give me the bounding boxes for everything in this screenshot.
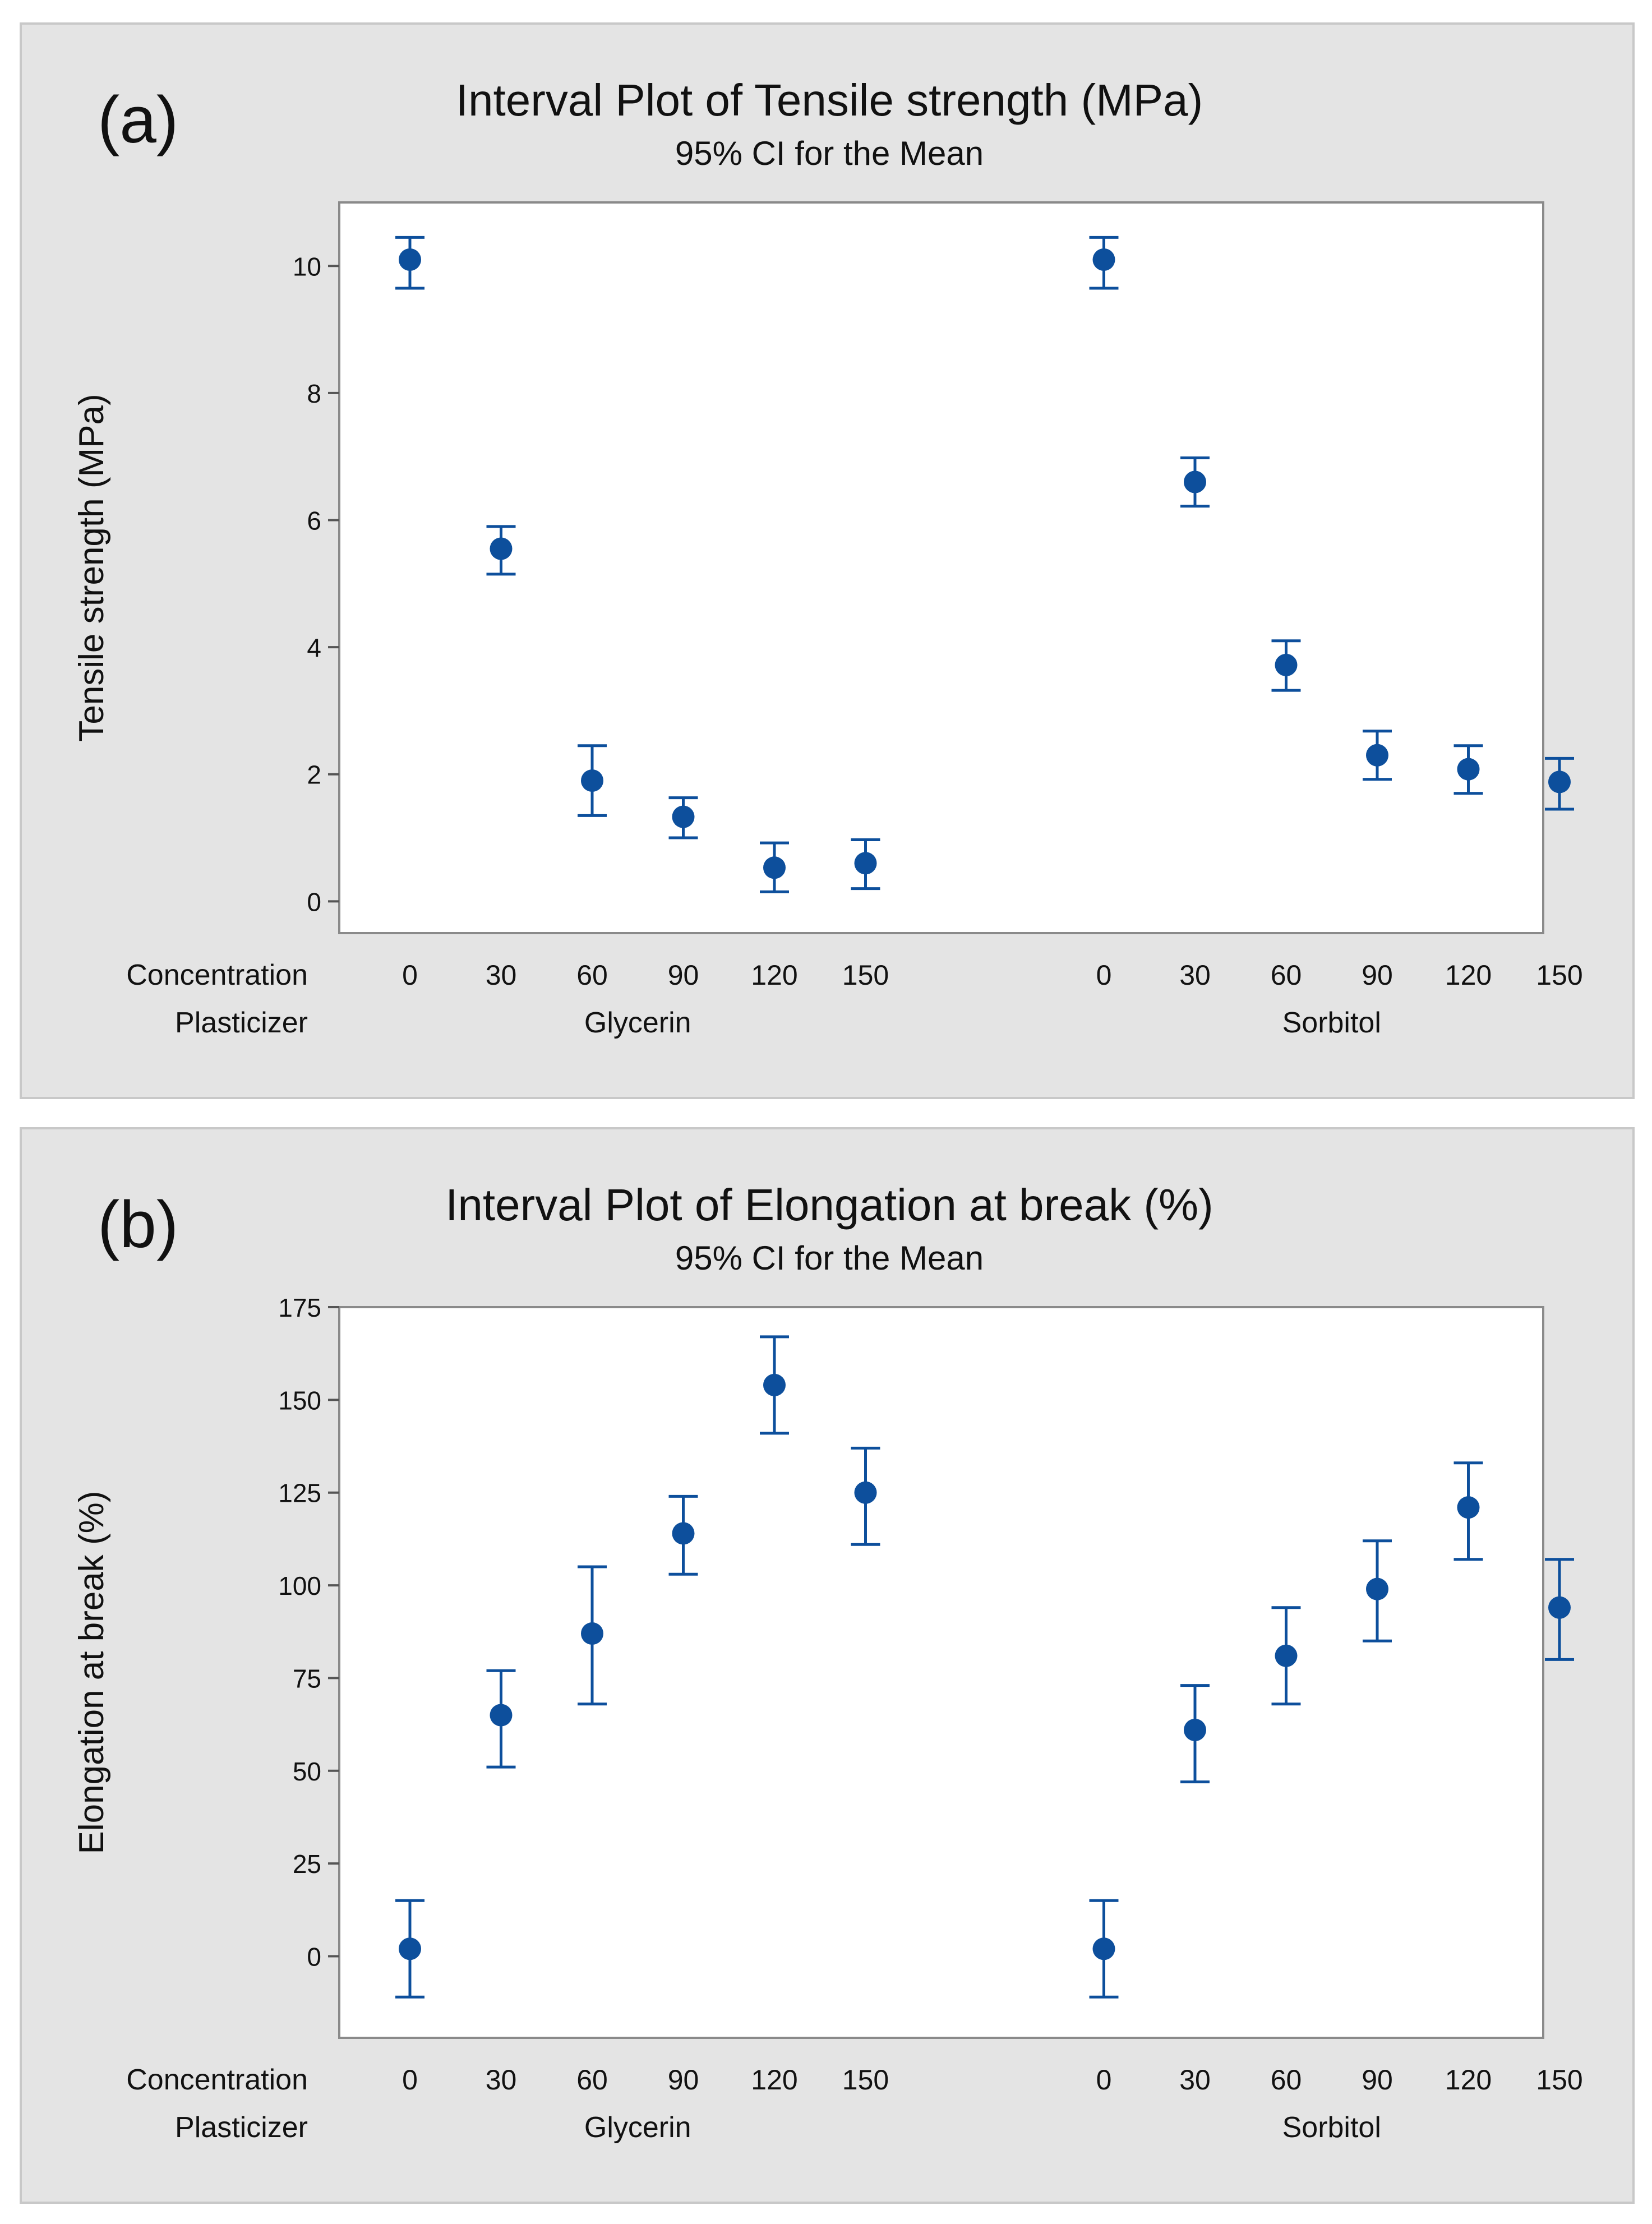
x-tick-label: 0 bbox=[402, 2064, 418, 2096]
x-tick-label: 150 bbox=[842, 2064, 889, 2096]
x-tick-label: 150 bbox=[842, 959, 889, 991]
mean-point bbox=[1092, 1937, 1115, 1960]
mean-point bbox=[672, 805, 695, 828]
x-tick-label: 150 bbox=[1536, 959, 1582, 991]
x-tick-label: 60 bbox=[1271, 959, 1302, 991]
y-tick-label: 10 bbox=[293, 252, 321, 281]
x-tick-label: 120 bbox=[751, 959, 797, 991]
y-tick-label: 100 bbox=[278, 1571, 321, 1600]
chart-title: Interval Plot of Tensile strength (MPa) bbox=[456, 75, 1203, 125]
chart-panel-a: (a) Interval Plot of Tensile strength (MP… bbox=[20, 22, 1635, 1099]
chart-subtitle: 95% CI for the Mean bbox=[675, 1239, 984, 1277]
mean-point bbox=[490, 537, 513, 560]
row-label-plasticizer: Plasticizer bbox=[175, 2111, 308, 2144]
y-tick-label: 4 bbox=[307, 633, 321, 662]
y-axis-label: Tensile strength (MPa) bbox=[72, 394, 111, 741]
y-tick-label: 0 bbox=[307, 887, 321, 916]
x-tick-label: 0 bbox=[1096, 959, 1112, 991]
mean-point bbox=[1275, 1644, 1298, 1667]
mean-point bbox=[763, 1373, 786, 1396]
group-label: Glycerin bbox=[584, 1007, 691, 1039]
x-tick-label: 0 bbox=[1096, 2064, 1112, 2096]
x-tick-label: 90 bbox=[1362, 2064, 1393, 2096]
plot-area bbox=[338, 201, 1544, 934]
x-tick-label: 30 bbox=[486, 959, 517, 991]
mean-point bbox=[1184, 470, 1206, 493]
x-tick-label: 30 bbox=[1179, 2064, 1211, 2096]
x-tick-label: 90 bbox=[1362, 959, 1393, 991]
panel-label: (b) bbox=[98, 1188, 178, 1262]
y-tick-label: 175 bbox=[278, 1293, 321, 1322]
chart-panel-b: (b) Interval Plot of Elongation at break … bbox=[20, 1127, 1635, 2204]
mean-point bbox=[1548, 1596, 1571, 1619]
chart-subtitle: 95% CI for the Mean bbox=[675, 135, 984, 172]
y-tick-label: 0 bbox=[307, 1942, 321, 1971]
y-tick-label: 150 bbox=[278, 1386, 321, 1415]
mean-point bbox=[1275, 653, 1298, 676]
plot-area bbox=[338, 1306, 1544, 2039]
group-label: Sorbitol bbox=[1282, 1007, 1381, 1039]
x-tick-label: 120 bbox=[751, 2064, 797, 2096]
group-label: Glycerin bbox=[584, 2111, 691, 2144]
group-label: Sorbitol bbox=[1282, 2111, 1381, 2144]
chart-b-svg: (b) Interval Plot of Elongation at break … bbox=[72, 1180, 1583, 2144]
x-tick-label: 120 bbox=[1445, 2064, 1492, 2096]
y-tick-label: 8 bbox=[307, 379, 321, 408]
chart-title: Interval Plot of Elongation at break (%) bbox=[445, 1180, 1213, 1230]
x-tick-label: 90 bbox=[668, 959, 699, 991]
mean-point bbox=[581, 769, 603, 792]
mean-point bbox=[490, 1704, 513, 1727]
mean-point bbox=[854, 852, 877, 875]
y-tick-label: 50 bbox=[293, 1757, 321, 1786]
mean-point bbox=[1366, 744, 1388, 767]
mean-point bbox=[854, 1481, 877, 1504]
x-tick-label: 60 bbox=[576, 2064, 608, 2096]
x-tick-label: 30 bbox=[1179, 959, 1211, 991]
x-tick-label: 150 bbox=[1536, 2064, 1582, 2096]
row-label-concentration: Concentration bbox=[126, 2064, 308, 2096]
y-axis-label: Elongation at break (%) bbox=[72, 1491, 111, 1854]
mean-point bbox=[399, 1937, 421, 1960]
y-tick-label: 2 bbox=[307, 760, 321, 790]
mean-point bbox=[1548, 770, 1571, 793]
x-tick-label: 30 bbox=[486, 2064, 517, 2096]
x-tick-label: 60 bbox=[1271, 2064, 1302, 2096]
x-tick-label: 120 bbox=[1445, 959, 1492, 991]
mean-point bbox=[672, 1522, 695, 1545]
mean-point bbox=[581, 1622, 603, 1645]
mean-point bbox=[1184, 1719, 1206, 1742]
row-label-plasticizer: Plasticizer bbox=[175, 1007, 308, 1039]
y-tick-label: 25 bbox=[293, 1849, 321, 1879]
y-tick-label: 6 bbox=[307, 506, 321, 536]
x-tick-label: 0 bbox=[402, 959, 418, 991]
x-tick-label: 60 bbox=[576, 959, 608, 991]
x-tick-label: 90 bbox=[668, 2064, 699, 2096]
mean-point bbox=[1366, 1577, 1388, 1600]
chart-a-svg: (a) Interval Plot of Tensile strength (MP… bbox=[72, 75, 1583, 1039]
row-label-concentration: Concentration bbox=[126, 959, 308, 991]
mean-point bbox=[763, 856, 786, 879]
panel-label: (a) bbox=[98, 83, 178, 157]
y-tick-label: 125 bbox=[278, 1479, 321, 1508]
mean-point bbox=[1457, 758, 1480, 781]
mean-point bbox=[399, 248, 421, 271]
mean-point bbox=[1457, 1496, 1480, 1519]
mean-point bbox=[1092, 248, 1115, 271]
y-tick-label: 75 bbox=[293, 1664, 321, 1693]
